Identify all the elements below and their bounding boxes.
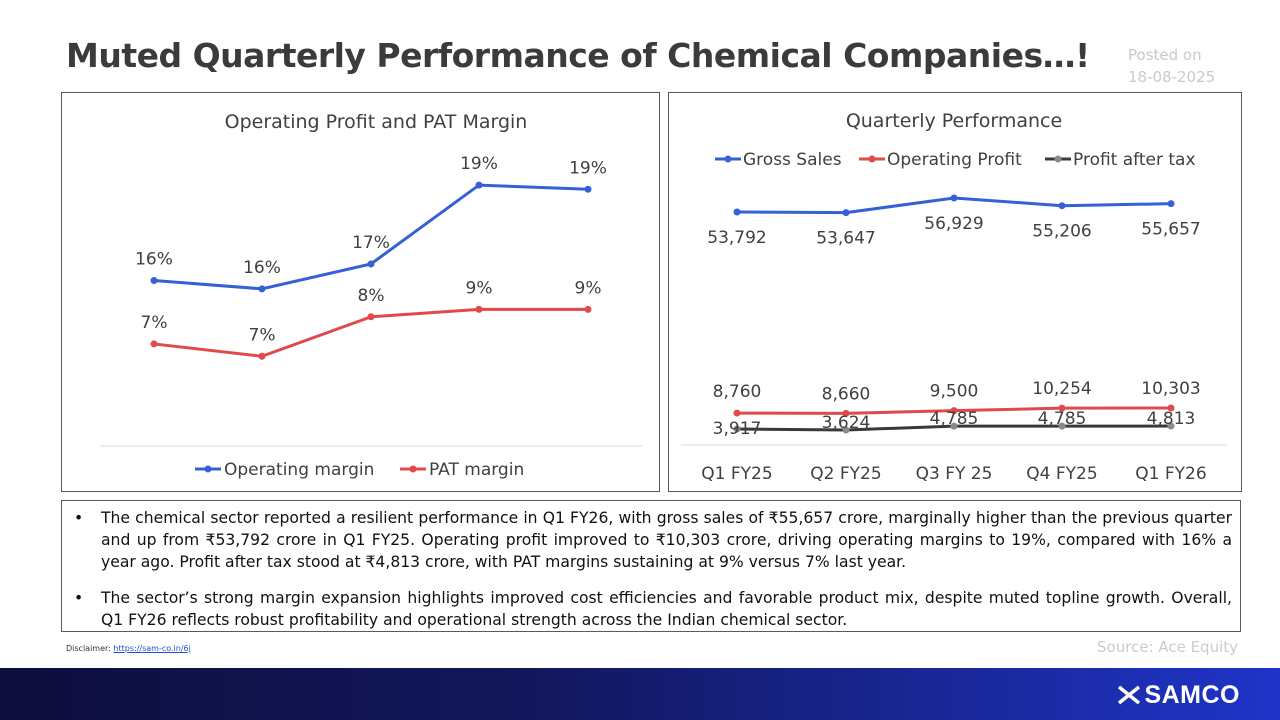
data-point: [842, 409, 850, 417]
data-label: 3,917: [713, 419, 762, 439]
commentary-list: The chemical sector reported a resilient…: [65, 507, 1232, 631]
commentary-box: The chemical sector reported a resilient…: [61, 500, 1241, 632]
data-label: 7%: [249, 325, 276, 345]
data-point: [1058, 422, 1066, 430]
x-tick-label: Q2 FY25: [810, 464, 881, 484]
data-label: 53,792: [707, 228, 766, 248]
data-label: 55,657: [1141, 220, 1200, 240]
data-point: [1167, 422, 1175, 430]
data-point: [842, 426, 850, 434]
data-point: [150, 277, 158, 285]
quarterly-chart: Quarterly Performance 53,792 53,647 56,929 5…: [681, 110, 1227, 484]
legend-marker: [409, 465, 417, 473]
posted-label: Posted on: [1128, 46, 1202, 64]
chart-title: Operating Profit and PAT Margin: [225, 111, 528, 133]
data-label: 10,303: [1141, 379, 1200, 399]
data-point: [842, 209, 850, 217]
x-tick-label: Q4 FY25: [1026, 464, 1097, 484]
legend-label: Operating Profit: [887, 150, 1022, 170]
margin-chart-panel: Operating Profit and PAT Margin 16% 16% 17%…: [61, 92, 660, 492]
data-label: 19%: [569, 158, 607, 178]
posted-on: Posted on 18-08-2025: [1128, 44, 1215, 88]
data-label: 16%: [243, 258, 281, 278]
data-label: 4,813: [1147, 409, 1196, 429]
data-point: [1167, 404, 1175, 412]
posted-date: 18-08-2025: [1128, 68, 1216, 86]
data-label: 7%: [141, 313, 168, 333]
page-title: Muted Quarterly Performance of Chemical …: [66, 36, 1090, 75]
disclaimer: Disclaimer: https://sam-co.in/6j: [66, 644, 191, 653]
legend-label: Profit after tax: [1073, 150, 1196, 170]
data-label: 9%: [575, 278, 602, 298]
data-label: 17%: [352, 233, 390, 253]
disclaimer-link[interactable]: https://sam-co.in/6j: [113, 644, 191, 653]
x-tick-label: Q1 FY25: [701, 464, 772, 484]
legend-label: Gross Sales: [743, 150, 842, 170]
data-point: [258, 352, 266, 360]
data-point: [733, 208, 741, 216]
data-point: [367, 260, 375, 268]
data-label: 8,660: [822, 384, 871, 404]
data-point: [1167, 200, 1175, 208]
data-point: [475, 305, 483, 313]
samco-mark-icon: [1118, 685, 1141, 705]
data-point: [475, 181, 483, 189]
data-label: 9%: [466, 278, 493, 298]
data-label: 55,206: [1032, 222, 1091, 242]
data-point: [950, 194, 958, 202]
data-point: [150, 340, 158, 348]
data-label: 8%: [358, 286, 385, 306]
commentary-bullet: The chemical sector reported a resilient…: [65, 507, 1232, 573]
data-label: 53,647: [816, 229, 875, 249]
data-point: [584, 185, 592, 193]
data-point: [1058, 404, 1066, 412]
source-note: Source: Ace Equity: [1097, 638, 1239, 656]
data-point: [367, 313, 375, 321]
x-tick-label: Q3 FY 25: [916, 464, 993, 484]
data-point: [733, 425, 741, 433]
data-label: 8,760: [713, 382, 762, 402]
margin-chart: Operating Profit and PAT Margin 16% 16% 17%…: [100, 111, 642, 480]
legend-marker: [1054, 155, 1062, 163]
data-point: [1058, 202, 1066, 210]
data-point: [584, 305, 592, 313]
data-label: 4,785: [930, 409, 979, 429]
samco-logo: SAMCO: [1117, 680, 1240, 709]
data-label: 16%: [135, 250, 173, 270]
data-label: 9,500: [930, 382, 979, 402]
footer-bar: SAMCO: [0, 668, 1280, 720]
data-label: 19%: [460, 154, 498, 174]
legend-label: Operating margin: [224, 460, 374, 480]
chart-title: Quarterly Performance: [846, 110, 1062, 132]
quarterly-chart-panel: Quarterly Performance 53,792 53,647 56,929 5…: [668, 92, 1242, 492]
legend-marker: [868, 155, 876, 163]
data-label: 10,254: [1032, 379, 1091, 399]
legend-label: PAT margin: [429, 460, 524, 480]
legend-marker: [724, 155, 732, 163]
data-point: [950, 422, 958, 430]
legend-marker: [204, 465, 212, 473]
data-point: [950, 407, 958, 415]
commentary-bullet: The sector’s strong margin expansion hig…: [65, 587, 1232, 631]
brand-name: SAMCO: [1144, 680, 1240, 709]
data-point: [733, 409, 741, 417]
data-label: 56,929: [924, 214, 983, 234]
data-label: 3,624: [822, 413, 871, 433]
x-tick-label: Q1 FY26: [1135, 464, 1206, 484]
data-label: 4,785: [1038, 409, 1087, 429]
data-point: [258, 285, 266, 293]
disclaimer-label: Disclaimer:: [66, 644, 111, 653]
